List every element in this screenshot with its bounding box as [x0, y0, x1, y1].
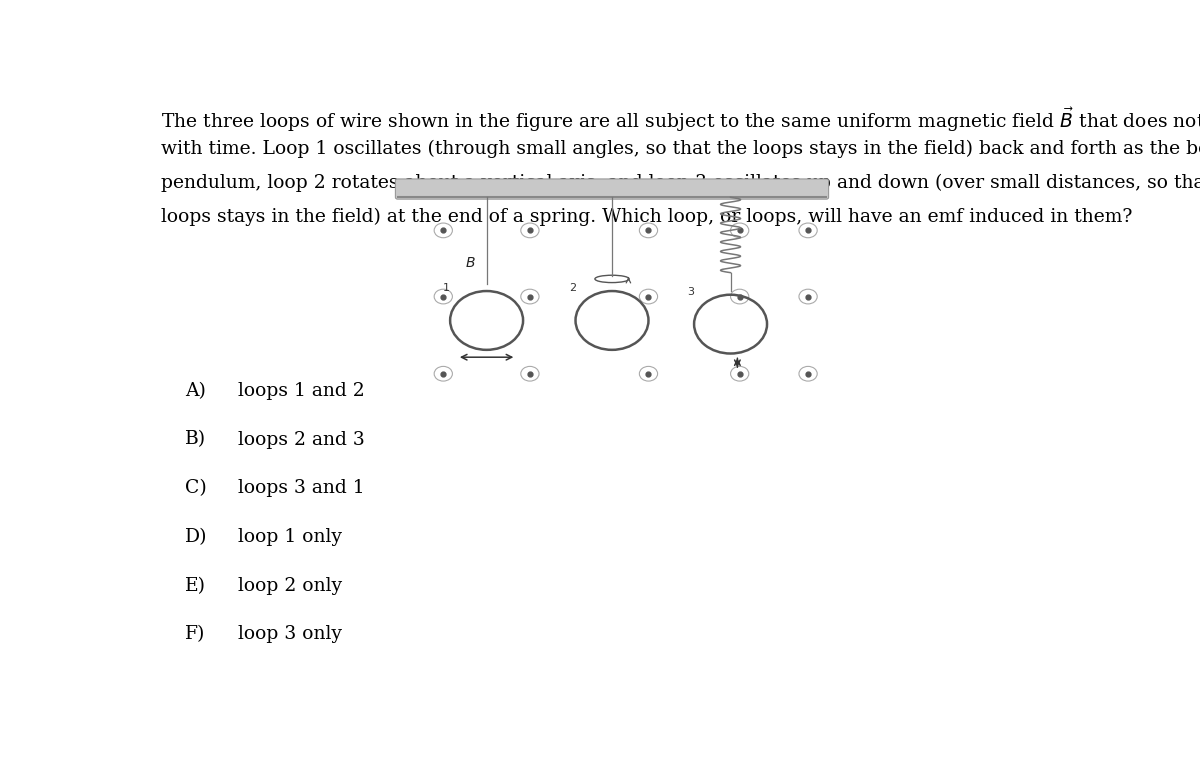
Text: loop 2 only: loop 2 only: [239, 577, 342, 594]
Text: D): D): [185, 528, 208, 546]
Text: loop 1 only: loop 1 only: [239, 528, 342, 546]
Text: 2: 2: [569, 283, 576, 293]
Text: pendulum, loop 2 rotates about a vertical axis, and loop 3 oscillates up and dow: pendulum, loop 2 rotates about a vertica…: [161, 174, 1200, 193]
Text: loops 1 and 2: loops 1 and 2: [239, 382, 365, 400]
Text: The three loops of wire shown in the figure are all subject to the same uniform : The three loops of wire shown in the fig…: [161, 106, 1200, 134]
Text: loops 3 and 1: loops 3 and 1: [239, 479, 365, 498]
Text: with time. Loop 1 oscillates (through small angles, so that the loops stays in t: with time. Loop 1 oscillates (through sm…: [161, 140, 1200, 158]
Text: C): C): [185, 479, 208, 498]
Text: 3: 3: [688, 287, 695, 296]
Text: E): E): [185, 577, 206, 594]
Text: 1: 1: [443, 283, 450, 293]
Text: loop 3 only: loop 3 only: [239, 626, 342, 643]
Text: loops stays in the field) at the end of a spring. Which loop, or loops, will hav: loops stays in the field) at the end of …: [161, 208, 1133, 226]
Text: B): B): [185, 431, 206, 449]
Text: $B$: $B$: [466, 257, 476, 271]
Text: loops 2 and 3: loops 2 and 3: [239, 431, 365, 449]
FancyBboxPatch shape: [396, 179, 829, 199]
Text: F): F): [185, 626, 205, 643]
Text: A): A): [185, 382, 206, 400]
